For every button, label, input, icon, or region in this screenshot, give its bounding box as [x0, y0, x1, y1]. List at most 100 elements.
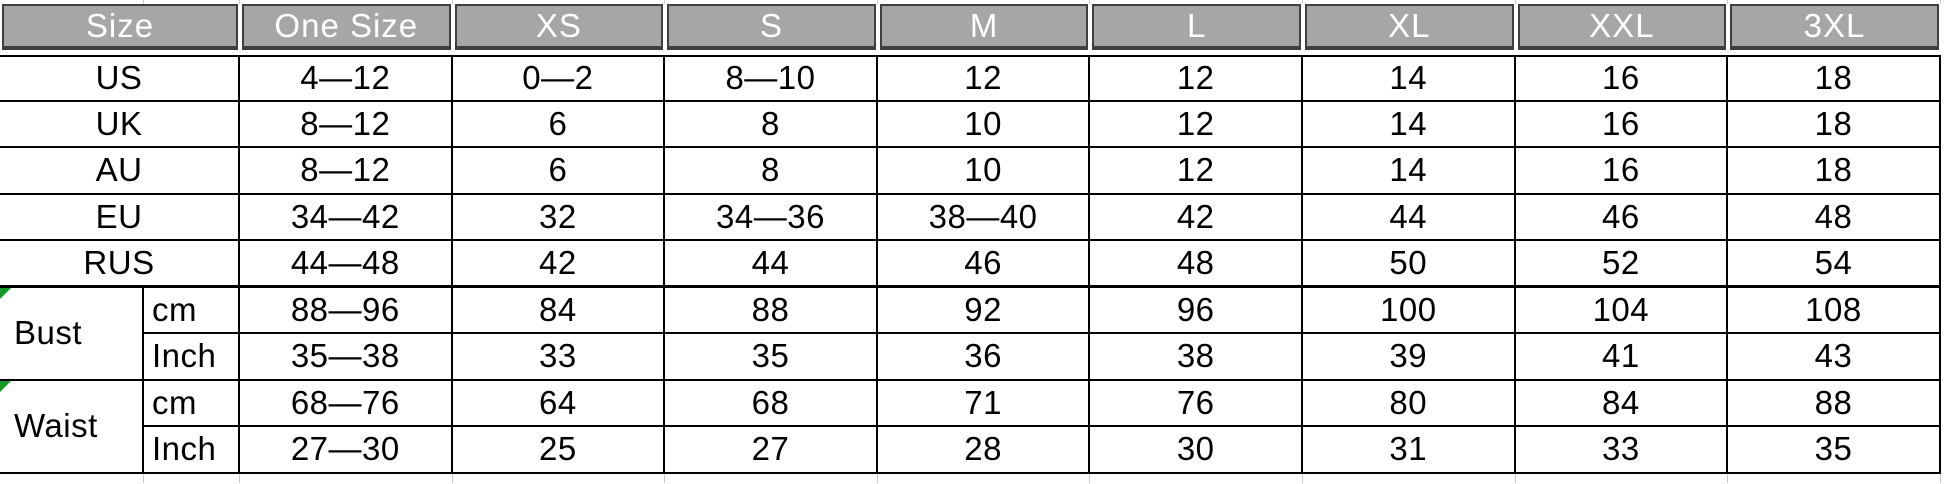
cell-bust-inch-l: 38	[1090, 334, 1303, 381]
cell-us-3xl: 18	[1728, 55, 1941, 102]
cell-waist-cm-m: 71	[877, 380, 1091, 427]
gridline-stub	[665, 0, 878, 4]
cell-bust-inch-m: 36	[877, 334, 1091, 381]
cell-uk-xl: 14	[1302, 101, 1516, 148]
cell-bust-cm-xxl: 104	[1515, 287, 1729, 334]
cell-us-m: 12	[877, 55, 1091, 102]
gridline-stub	[1303, 0, 1516, 4]
column-header-3xl: 3XL	[1730, 4, 1939, 50]
gridline-stub	[878, 473, 1091, 483]
gridline-stub	[1728, 473, 1941, 483]
cell-au-3xl: 18	[1728, 148, 1941, 195]
column-header-size: Size	[2, 4, 238, 50]
cell-bust-inch-one-size: 35—38	[240, 334, 453, 381]
header-cell-size: Size	[0, 4, 240, 50]
row-label-rus: RUS	[0, 241, 240, 288]
cell-au-s: 8	[665, 148, 878, 195]
gridline-stub	[453, 0, 666, 4]
gridline-stub	[665, 473, 878, 483]
cell-bust-cm-3xl: 108	[1728, 287, 1941, 334]
gridline-stub	[1303, 473, 1516, 483]
cell-us-s: 8—10	[665, 55, 878, 102]
gridline-stub-strip-bottom	[0, 473, 1941, 483]
cell-rus-m: 46	[877, 241, 1091, 288]
gridline-stub	[453, 473, 666, 483]
cell-au-xl: 14	[1302, 148, 1516, 195]
size-chart-body: US 4—12 0—2 8—10 12 12 14 16 18 UK 8—12 6 8 10 12 14 16 1…	[0, 55, 1941, 474]
gridline-stub	[1090, 0, 1303, 4]
cell-comment-marker-icon	[0, 287, 11, 299]
column-header-xxl: XXL	[1517, 4, 1727, 50]
header-cell-3xl: 3XL	[1728, 4, 1941, 50]
cell-uk-3xl: 18	[1728, 101, 1941, 148]
unit-label-bust-inch: Inch	[144, 334, 240, 381]
header-cell-xxl: XXL	[1515, 4, 1729, 50]
cell-uk-one-size: 8—12	[240, 101, 453, 148]
row-label-uk: UK	[0, 101, 240, 148]
column-header-l: L	[1092, 4, 1301, 50]
cell-waist-cm-one-size: 68—76	[240, 380, 453, 427]
row-label-waist: Waist	[0, 380, 144, 474]
gridline-stub	[1090, 473, 1303, 483]
cell-au-xs: 6	[452, 148, 666, 195]
gridline-stub	[0, 0, 144, 4]
gridline-stub	[1516, 0, 1729, 4]
cell-bust-cm-xl: 100	[1302, 287, 1516, 334]
row-label-bust: Bust	[0, 287, 144, 381]
cell-waist-inch-s: 27	[665, 427, 878, 474]
cell-rus-s: 44	[665, 241, 878, 288]
cell-us-xxl: 16	[1515, 55, 1729, 102]
cell-uk-l: 12	[1090, 101, 1303, 148]
column-header-m: M	[879, 4, 1089, 50]
cell-comment-marker-icon	[0, 380, 11, 392]
cell-us-one-size: 4—12	[240, 55, 453, 102]
cell-bust-inch-xxl: 41	[1515, 334, 1729, 381]
cell-us-l: 12	[1090, 55, 1303, 102]
cell-au-xxl: 16	[1515, 148, 1729, 195]
cell-us-xs: 0—2	[452, 55, 666, 102]
gridline-stub	[878, 0, 1091, 4]
cell-uk-s: 8	[665, 101, 878, 148]
cell-waist-inch-one-size: 27—30	[240, 427, 453, 474]
cell-us-xl: 14	[1302, 55, 1516, 102]
cell-waist-cm-xxl: 84	[1515, 380, 1729, 427]
header-cell-xs: XS	[452, 4, 666, 50]
cell-waist-inch-xl: 31	[1302, 427, 1516, 474]
cell-eu-xxl: 46	[1515, 194, 1729, 241]
gridline-stub	[1728, 0, 1941, 4]
gridline-stub	[1516, 473, 1729, 483]
cell-waist-inch-xxl: 33	[1515, 427, 1729, 474]
cell-eu-xs: 32	[452, 194, 666, 241]
header-cell-m: M	[877, 4, 1091, 50]
cell-bust-cm-xs: 84	[452, 287, 666, 334]
cell-eu-3xl: 48	[1728, 194, 1941, 241]
cell-rus-one-size: 44—48	[240, 241, 453, 288]
row-label-au: AU	[0, 148, 240, 195]
cell-bust-cm-one-size: 88—96	[240, 287, 453, 334]
cell-au-one-size: 8—12	[240, 148, 453, 195]
header-cell-l: L	[1090, 4, 1303, 50]
cell-au-m: 10	[877, 148, 1091, 195]
gridline-stub	[144, 473, 240, 483]
cell-rus-xxl: 52	[1515, 241, 1729, 288]
cell-rus-l: 48	[1090, 241, 1303, 288]
cell-rus-xl: 50	[1302, 241, 1516, 288]
cell-bust-inch-xs: 33	[452, 334, 666, 381]
cell-waist-inch-m: 28	[877, 427, 1091, 474]
gridline-stub	[240, 473, 453, 483]
column-header-xl: XL	[1304, 4, 1514, 50]
row-label-us: US	[0, 55, 240, 102]
cell-eu-l: 42	[1090, 194, 1303, 241]
column-header-xs: XS	[454, 4, 664, 50]
cell-bust-cm-l: 96	[1090, 287, 1303, 334]
cell-rus-3xl: 54	[1728, 241, 1941, 288]
cell-eu-s: 34—36	[665, 194, 878, 241]
size-chart-header-row: Size One Size XS S M L XL XXL 3XL	[0, 4, 1941, 50]
column-header-s: S	[667, 4, 876, 50]
unit-label-bust-cm: cm	[144, 287, 240, 334]
cell-waist-cm-s: 68	[665, 380, 878, 427]
cell-waist-cm-xs: 64	[452, 380, 666, 427]
cell-waist-inch-3xl: 35	[1728, 427, 1941, 474]
